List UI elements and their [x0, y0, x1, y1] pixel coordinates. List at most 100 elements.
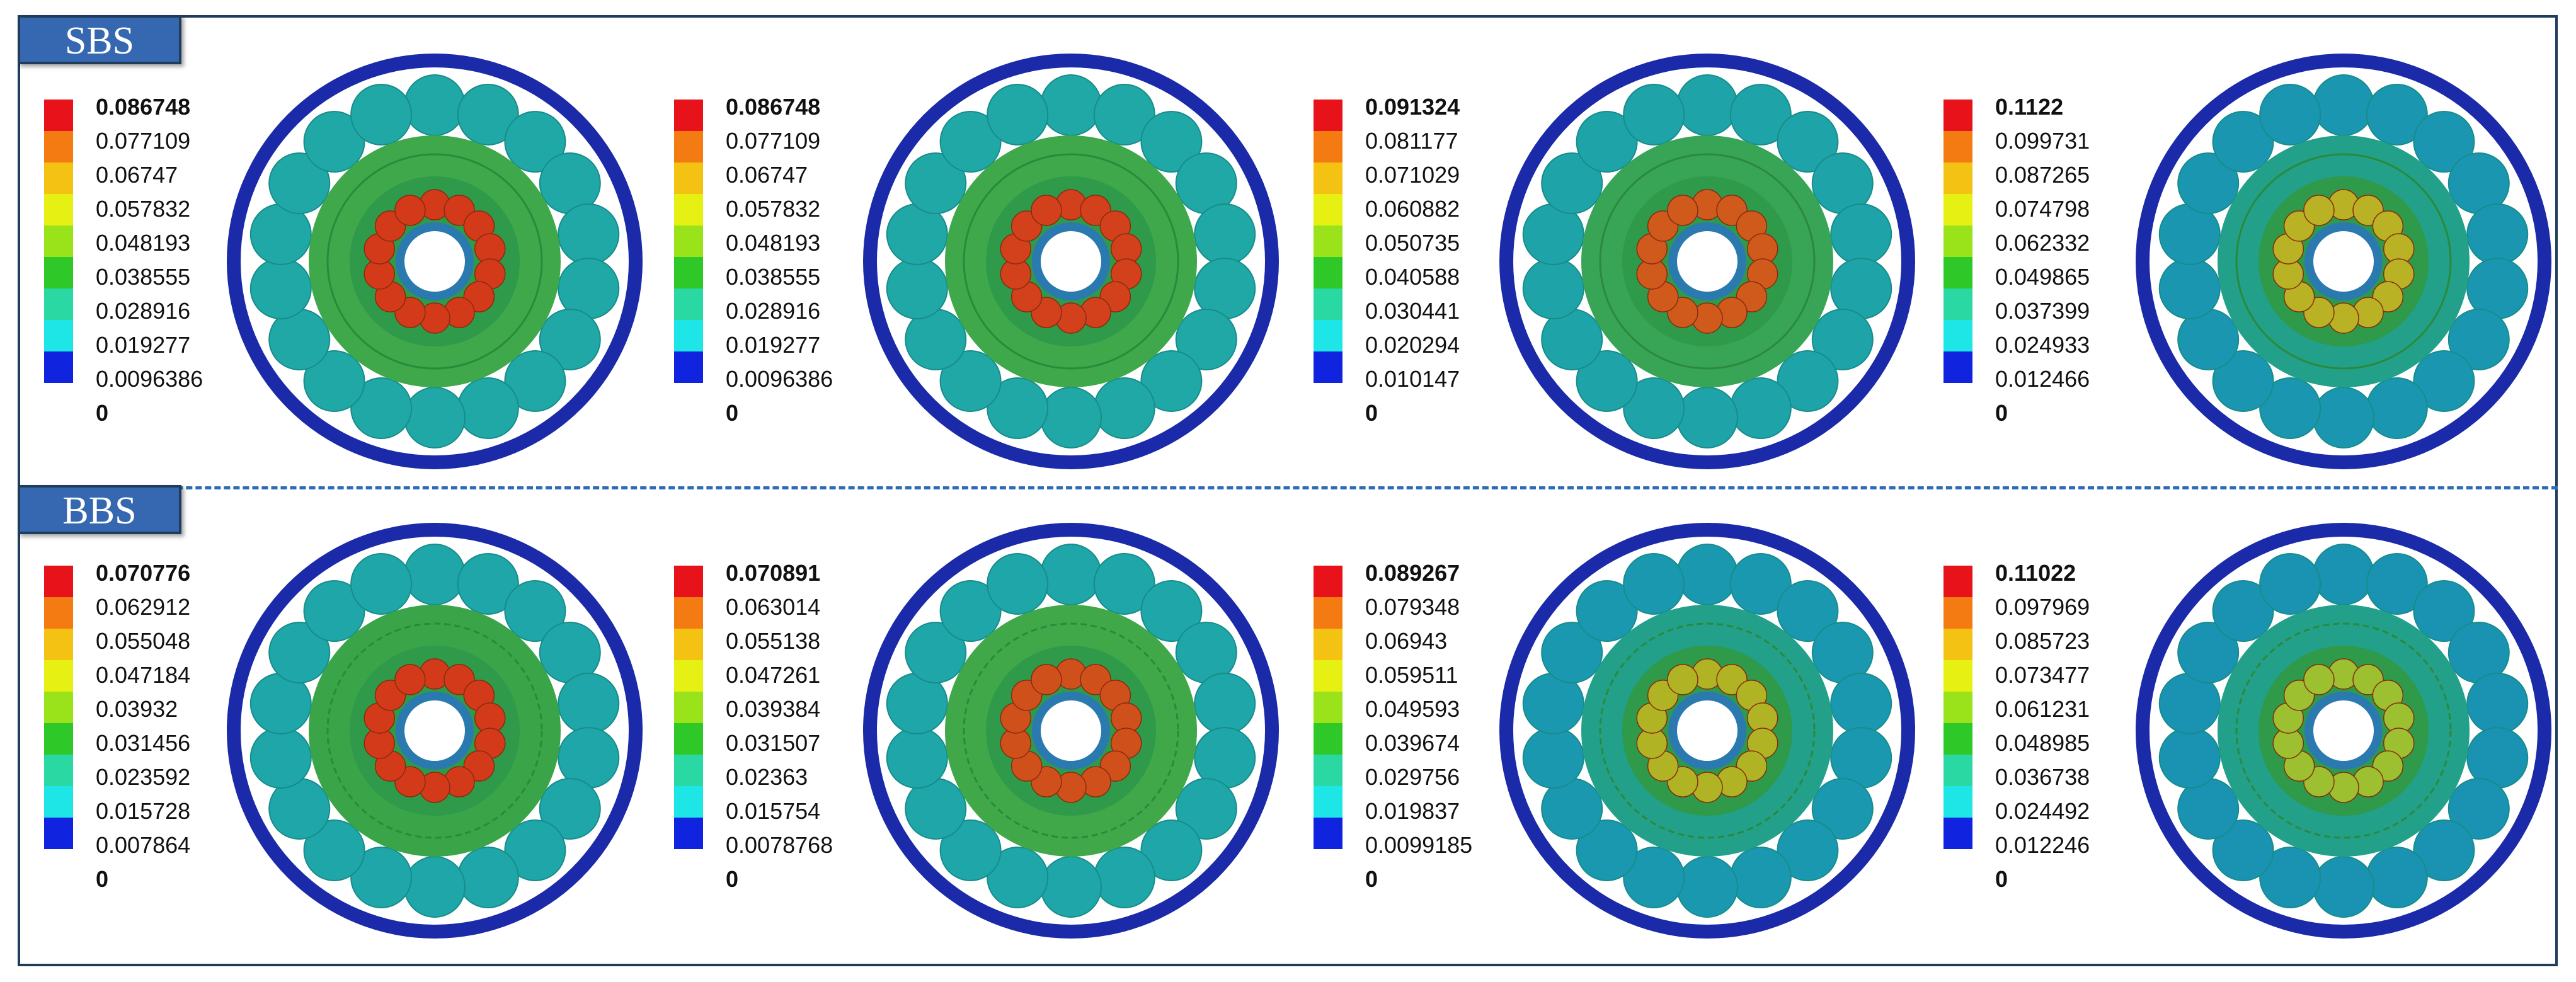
- outer-roller: [2212, 350, 2274, 412]
- color-legend: 0.091324 0.081177 0.071029 0.060882 0.050735…: [1314, 94, 1540, 447]
- legend-tick-label: 0.049865: [1995, 264, 2090, 290]
- outer-roller: [2259, 552, 2321, 615]
- legend-tick-label: 0: [726, 400, 739, 426]
- legend-tick-label: 0.015754: [726, 798, 821, 824]
- legend-swatch: [674, 597, 703, 629]
- outer-roller: [457, 552, 519, 615]
- legend-swatch: [1943, 288, 1972, 320]
- shaft-bore: [2313, 231, 2374, 292]
- outer-roller: [1576, 580, 1638, 642]
- legend-swatch: [1314, 194, 1342, 226]
- inner-roller: [2303, 195, 2335, 226]
- outer-roller: [1541, 152, 1603, 214]
- legend-tick-label: 0.097969: [1995, 594, 2090, 620]
- legend-swatch: [674, 288, 703, 320]
- legend-tick-label: 0.019837: [1365, 798, 1460, 824]
- outer-roller: [905, 152, 967, 214]
- legend-tick-label: 0: [1995, 400, 2008, 426]
- legend-color-bar: [1314, 100, 1342, 414]
- legend-tick-label: 0.039674: [1365, 730, 1460, 756]
- legend-tick-label: 0.037399: [1995, 298, 2090, 324]
- legend-swatch: [1943, 597, 1972, 629]
- legend-swatch: [674, 660, 703, 692]
- legend-swatch: [1943, 660, 1972, 692]
- legend-swatch: [1943, 320, 1972, 351]
- outer-roller: [939, 350, 1002, 412]
- legend-swatch: [1943, 566, 1972, 597]
- legend-tick-label: 0.048193: [726, 230, 821, 256]
- outer-roller: [1040, 387, 1102, 448]
- inner-roller: [394, 664, 426, 695]
- outer-roller: [1040, 544, 1102, 605]
- legend-color-bar: [1943, 566, 1972, 881]
- color-legend: 0.086748 0.077109 0.06747 0.057832 0.048193 0…: [674, 94, 901, 447]
- legend-tick-label: 0.03932: [96, 696, 178, 722]
- legend-swatch: [674, 163, 703, 194]
- legend-swatch: [1943, 226, 1972, 257]
- outer-roller: [303, 819, 365, 881]
- legend-tick-label: 0.0096386: [96, 366, 203, 392]
- legend-color-bar: [674, 566, 703, 881]
- legend-swatch: [1314, 226, 1342, 257]
- legend-tick-label: 0.038555: [96, 264, 191, 290]
- legend-swatch: [1943, 351, 1972, 383]
- outer-roller: [1729, 552, 1792, 615]
- legend-tick-label: 0.070776: [96, 560, 191, 586]
- legend-tick-label: 0.055048: [96, 628, 191, 654]
- outer-roller: [2259, 847, 2321, 909]
- outer-roller: [1140, 580, 1203, 642]
- legend-tick-label: 0.070891: [726, 560, 821, 586]
- legend-tick-label: 0.057832: [726, 196, 821, 222]
- legend-swatch: [1943, 786, 1972, 818]
- outer-roller: [1777, 350, 1839, 412]
- color-legend: 0.070776 0.062912 0.055048 0.047184 0.03932 0…: [44, 561, 271, 913]
- outer-roller: [1541, 622, 1603, 683]
- legend-swatch: [44, 163, 73, 194]
- outer-roller: [2313, 74, 2374, 136]
- legend-swatch: [674, 692, 703, 723]
- legend-swatch: [1943, 100, 1972, 131]
- legend-tick-label: 0.023592: [96, 764, 191, 790]
- outer-roller: [457, 377, 519, 440]
- outer-roller: [2413, 111, 2475, 173]
- legend-swatch: [1314, 818, 1342, 849]
- outer-roller: [939, 819, 1002, 881]
- legend-swatch: [1314, 786, 1342, 818]
- legend-tick-label: 0.1122: [1995, 94, 2064, 120]
- color-legend: 0.11022 0.097969 0.085723 0.073477 0.061231 0…: [1943, 561, 2170, 913]
- legend-swatch: [44, 597, 73, 629]
- outer-roller: [2366, 377, 2428, 440]
- legend-tick-label: 0: [1995, 866, 2008, 892]
- outer-roller: [539, 309, 601, 370]
- intermediate-ring-groove: [1599, 622, 1816, 839]
- legend-tick-label: 0: [726, 866, 739, 892]
- legend-tick-label: 0.063014: [726, 594, 821, 620]
- legend-swatch: [1314, 351, 1342, 383]
- outer-roller: [1623, 377, 1685, 440]
- outer-roller: [1676, 856, 1738, 918]
- outer-roller: [1623, 847, 1685, 909]
- bearing-contour-plot: [863, 54, 1279, 469]
- legend-tick-label: 0.086748: [726, 94, 821, 120]
- outer-roller: [2313, 856, 2374, 918]
- legend-tick-label: 0.036738: [1995, 764, 2090, 790]
- legend-tick-label: 0.06747: [96, 162, 178, 188]
- outer-roller: [2313, 387, 2374, 448]
- legend-swatch: [1314, 566, 1342, 597]
- legend-swatch: [1943, 723, 1972, 755]
- legend-tick-label: 0.019277: [96, 332, 191, 358]
- legend-tick-label: 0.019277: [726, 332, 821, 358]
- legend-tick-label: 0.038555: [726, 264, 821, 290]
- legend-tick-label: 0.060882: [1365, 196, 1460, 222]
- legend-tick-label: 0.048193: [96, 230, 191, 256]
- legend-tick-label: 0.040588: [1365, 264, 1460, 290]
- outer-roller: [886, 258, 948, 320]
- legend-tick-label: 0.029756: [1365, 764, 1460, 790]
- legend-swatch: [1943, 194, 1972, 226]
- outer-roller: [1811, 778, 1874, 840]
- outer-roller: [1040, 74, 1102, 136]
- legend-tick-label: 0.024933: [1995, 332, 2090, 358]
- outer-roller: [404, 544, 466, 605]
- shaft-bore: [2313, 700, 2374, 761]
